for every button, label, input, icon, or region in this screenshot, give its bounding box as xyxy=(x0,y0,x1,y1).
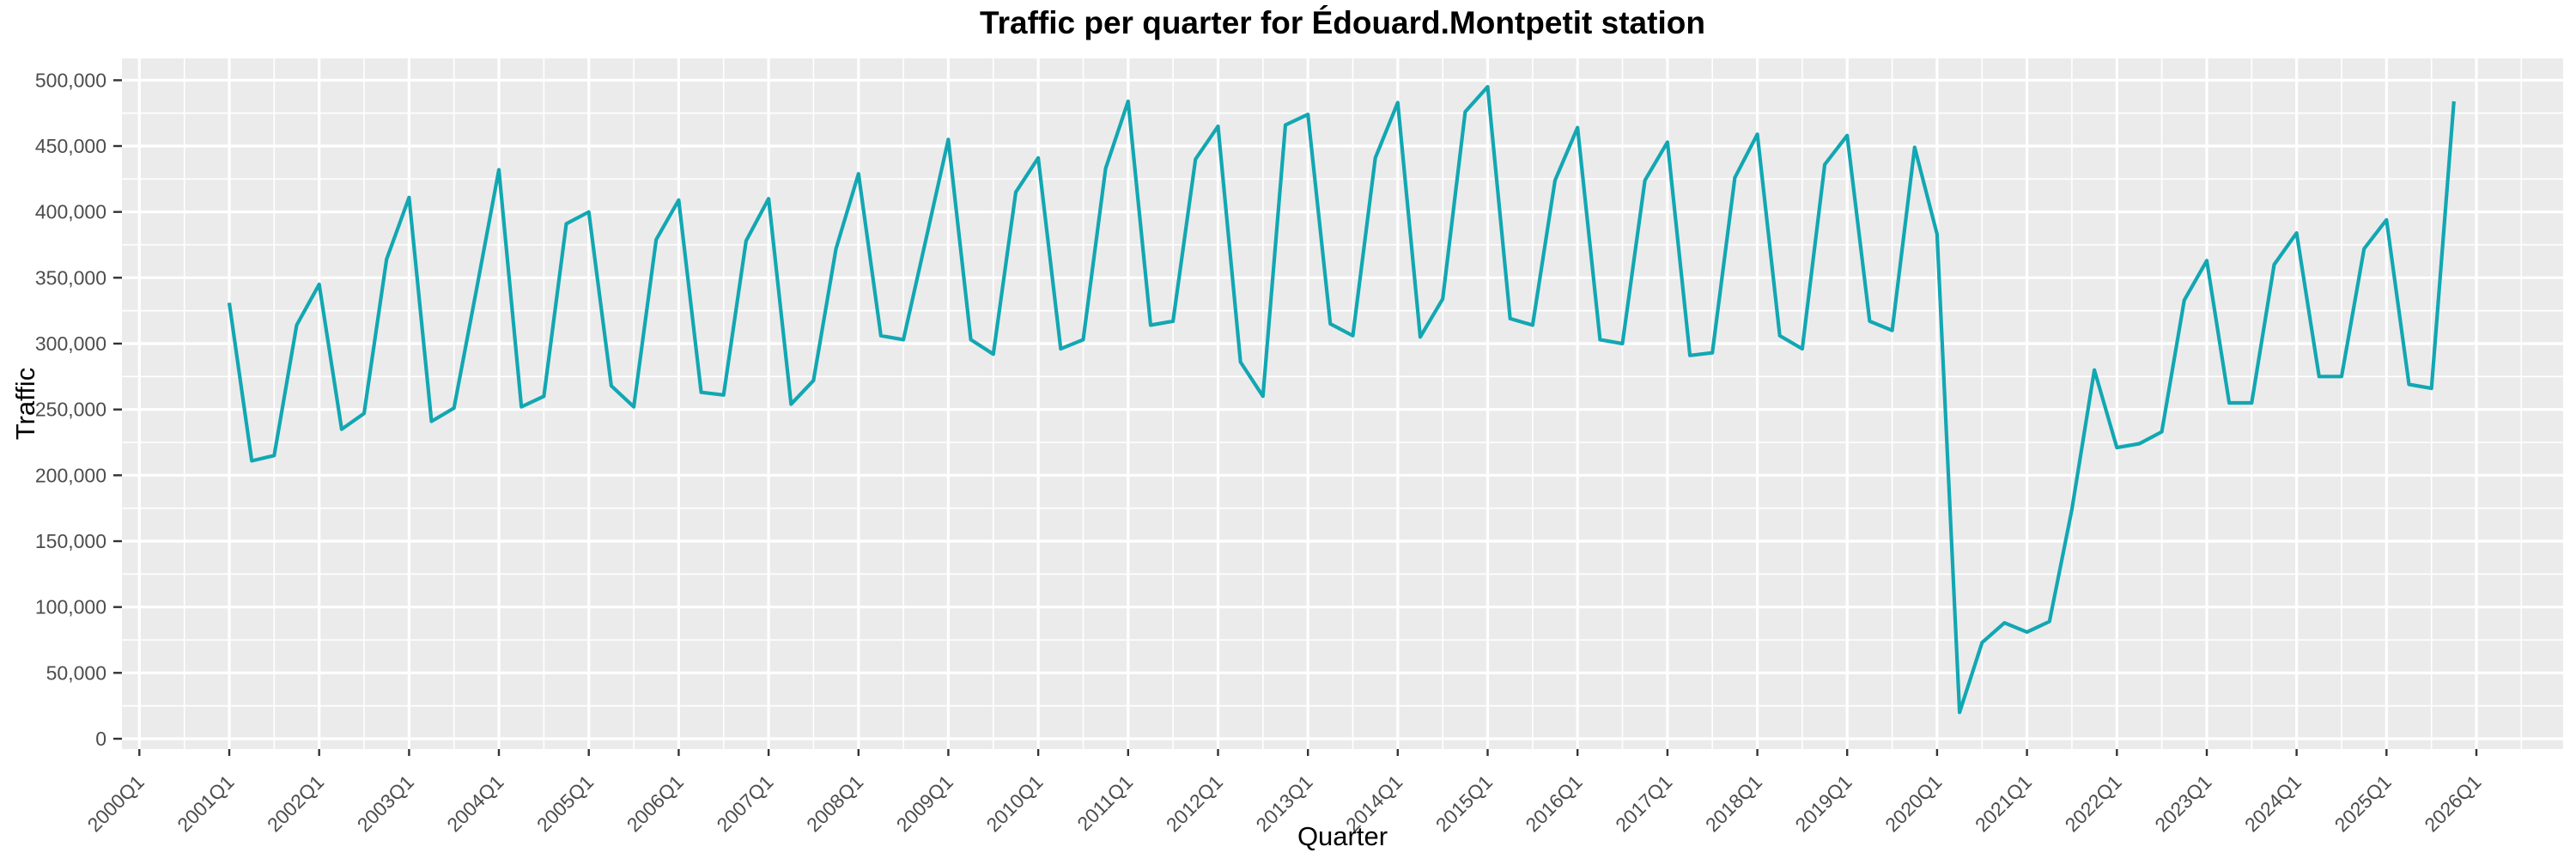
y-tick-label: 200,000 xyxy=(35,464,106,486)
y-tick-label: 250,000 xyxy=(35,399,106,421)
y-tick-label: 450,000 xyxy=(35,135,106,157)
y-tick-label: 0 xyxy=(95,728,106,750)
traffic-line xyxy=(227,84,2456,715)
plot-panel xyxy=(122,58,2563,749)
y-tick-label: 500,000 xyxy=(35,69,106,91)
y-tick-label: 50,000 xyxy=(46,661,106,684)
y-axis-title: Traffic xyxy=(10,367,40,441)
y-tick-label: 150,000 xyxy=(35,530,106,552)
y-tick-label: 300,000 xyxy=(35,332,106,355)
y-tick-label: 400,000 xyxy=(35,201,106,223)
x-axis-title: Quarter xyxy=(1297,821,1388,851)
y-tick-label: 100,000 xyxy=(35,596,106,618)
chart-title: Traffic per quarter for Édouard.Montpeti… xyxy=(980,5,1705,40)
grid-major xyxy=(122,58,2563,749)
y-tick-label: 350,000 xyxy=(35,266,106,289)
